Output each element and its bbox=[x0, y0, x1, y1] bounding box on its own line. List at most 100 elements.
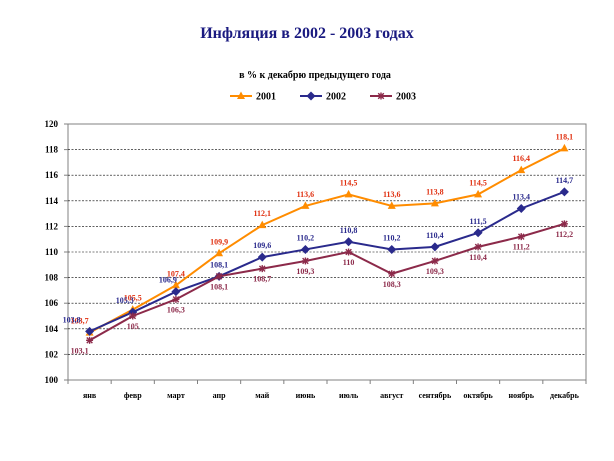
data-point-2002 bbox=[300, 244, 310, 254]
y-tick-label: 110 bbox=[45, 247, 59, 257]
data-label-2003: 110,4 bbox=[469, 253, 487, 262]
x-tick-label: ноябрь bbox=[509, 391, 535, 400]
data-point-2001 bbox=[430, 198, 439, 207]
data-point-2003 bbox=[345, 248, 353, 256]
x-tick-label: янв bbox=[83, 391, 97, 400]
series-line-2002 bbox=[89, 190, 565, 333]
data-point-2003 bbox=[129, 312, 137, 320]
y-tick-label: 118 bbox=[45, 145, 59, 155]
data-point-2003 bbox=[172, 295, 180, 303]
data-label-2002: 109,6 bbox=[253, 241, 271, 250]
data-label-2002: 110,8 bbox=[340, 226, 358, 235]
star-stroke bbox=[388, 270, 396, 278]
y-tick-label: 108 bbox=[45, 273, 59, 283]
x-tick-label: октябрь bbox=[463, 391, 493, 400]
star-stroke bbox=[172, 296, 180, 303]
legend: 2001 2002 2003 bbox=[230, 91, 416, 103]
star-stroke bbox=[215, 273, 223, 280]
data-label-2001: 116,4 bbox=[512, 154, 530, 163]
data-point-2002 bbox=[430, 242, 440, 252]
data-point-2001 bbox=[171, 280, 180, 289]
data-point-2002 bbox=[559, 187, 569, 197]
data-point-2003 bbox=[474, 243, 482, 251]
data-label-2002: 110,4 bbox=[426, 231, 444, 240]
legend-entry-2003: 2003 bbox=[370, 92, 416, 103]
data-point-2001 bbox=[301, 201, 310, 209]
star-stroke bbox=[345, 248, 352, 256]
data-point-2002 bbox=[473, 228, 483, 238]
data-point-2002 bbox=[387, 244, 397, 254]
data-label-2002: 111,5 bbox=[470, 217, 487, 226]
data-label-2003: 111,2 bbox=[513, 243, 530, 252]
data-point-2003 bbox=[215, 272, 223, 280]
chart-subtitle: в % к декабрю предыдущего года bbox=[239, 70, 391, 81]
data-label-2003: 108,3 bbox=[383, 280, 401, 289]
data-label-2002: 110,2 bbox=[297, 233, 315, 242]
data-label-2002: 108,1 bbox=[210, 260, 228, 269]
data-label-2001: 112,1 bbox=[253, 209, 271, 218]
data-point-2003 bbox=[560, 220, 568, 228]
data-label-2001: 114,5 bbox=[469, 178, 487, 187]
x-tick-label: декабрь bbox=[550, 391, 580, 400]
data-label-2002: 106,9 bbox=[159, 276, 177, 285]
data-label-2001: 113,6 bbox=[383, 190, 401, 199]
series-2002: 103,8 105,3 106,9 108,1 109,6 110,2 110,8 110,2… bbox=[63, 176, 574, 336]
y-tick-label: 112 bbox=[45, 221, 59, 231]
x-tick-label: август bbox=[380, 391, 403, 400]
data-label-2001: 105,5 bbox=[124, 294, 142, 303]
data-label-2001: 107,4 bbox=[167, 269, 185, 278]
data-label-2001: 109,9 bbox=[210, 237, 228, 246]
data-label-2001: 103,7 bbox=[71, 317, 89, 326]
data-point-2002 bbox=[171, 287, 181, 297]
data-label-2002: 113,4 bbox=[512, 192, 530, 201]
data-label-2001: 118,1 bbox=[556, 132, 574, 141]
star-stroke bbox=[377, 92, 385, 100]
series-line-2003 bbox=[89, 222, 565, 342]
data-point-2003 bbox=[86, 336, 94, 344]
data-label-2002: 114,7 bbox=[556, 176, 574, 185]
star-stroke bbox=[474, 243, 482, 251]
data-point-2003 bbox=[301, 257, 309, 265]
x-tick-label: июль bbox=[339, 391, 359, 400]
x-tick-label: май bbox=[255, 391, 269, 400]
plot-area: 100 102 104 106 108 110 112 114 116 118 120 янв февр… bbox=[45, 119, 587, 400]
star-stroke bbox=[561, 220, 568, 228]
legend-marker bbox=[377, 92, 385, 100]
data-point-2002 bbox=[516, 203, 526, 213]
y-tick-label: 120 bbox=[45, 119, 59, 129]
data-label-2003: 106,3 bbox=[167, 305, 185, 314]
star-stroke bbox=[258, 265, 266, 272]
star-stroke bbox=[431, 257, 439, 265]
data-point-2002 bbox=[257, 252, 267, 262]
series-2003: 103,1 105 106,3 108,1 108,7 109,3 110 108,3 109,… bbox=[71, 220, 574, 355]
data-label-2003: 108,1 bbox=[210, 282, 228, 291]
chart-title: Инфляция в 2002 - 2003 годах bbox=[200, 25, 414, 42]
data-point-2003 bbox=[388, 270, 396, 278]
data-label-2003: 103,1 bbox=[71, 346, 89, 355]
legend-label: 2001 bbox=[256, 92, 276, 103]
data-point-2001 bbox=[215, 248, 224, 257]
y-tick-label: 116 bbox=[45, 170, 59, 180]
legend-label: 2002 bbox=[326, 92, 346, 103]
data-label-2002: 103,8 bbox=[63, 315, 81, 324]
data-point-2001 bbox=[517, 165, 526, 174]
x-tick-label: март bbox=[167, 391, 185, 400]
data-label-2003: 108,7 bbox=[253, 275, 271, 284]
legend-label: 2003 bbox=[396, 92, 416, 103]
data-label-2002: 105,3 bbox=[116, 296, 134, 305]
data-label-2002: 110,2 bbox=[383, 233, 401, 242]
data-point-2003 bbox=[431, 257, 439, 265]
legend-marker bbox=[306, 91, 316, 101]
star-stroke bbox=[302, 257, 309, 265]
star-stroke bbox=[86, 337, 93, 344]
data-label-2001: 113,6 bbox=[297, 190, 315, 199]
y-tick-label: 100 bbox=[45, 375, 59, 385]
y-tick-label: 104 bbox=[45, 324, 59, 334]
data-point-2003 bbox=[258, 265, 266, 273]
y-tick-label: 102 bbox=[45, 349, 59, 359]
x-tick-label: сентябрь bbox=[419, 391, 452, 400]
star-stroke bbox=[517, 233, 525, 240]
data-label-2003: 112,2 bbox=[556, 230, 574, 239]
x-tick-label: июнь bbox=[296, 391, 316, 400]
